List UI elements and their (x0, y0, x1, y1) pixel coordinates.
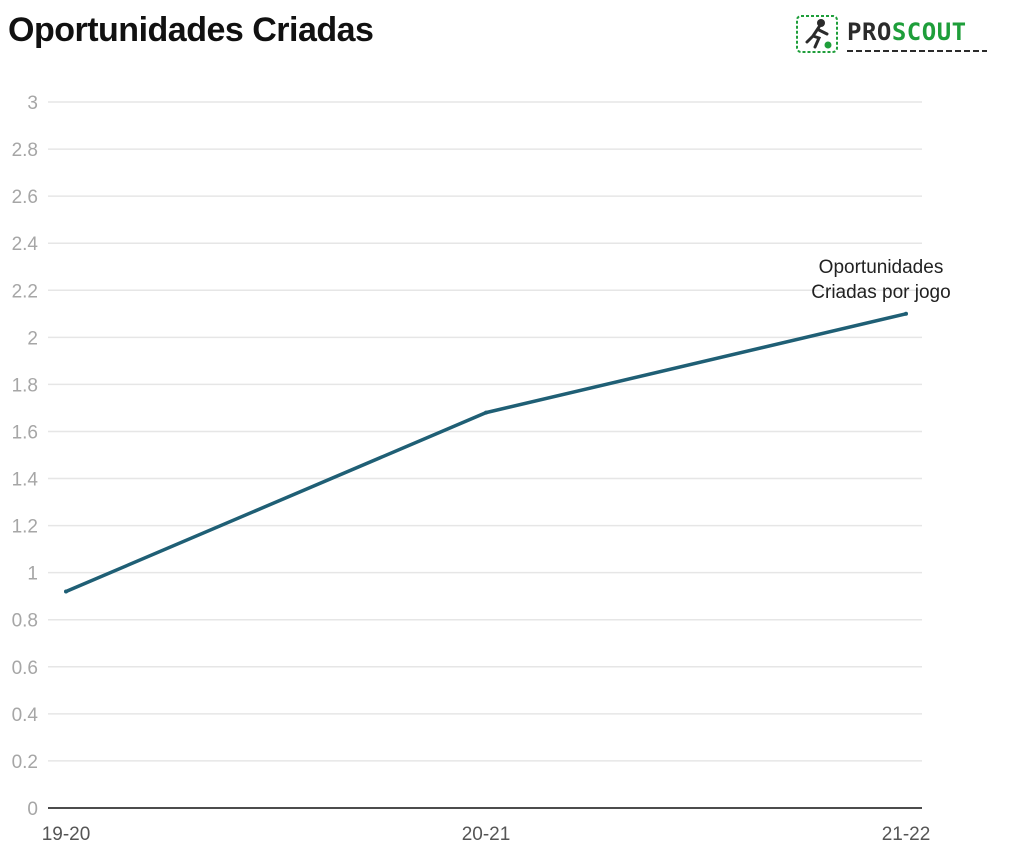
soccer-player-icon (796, 15, 838, 53)
x-tick-label: 19-20 (42, 824, 91, 845)
series-line (64, 312, 908, 594)
y-tick-label: 2.6 (12, 187, 38, 208)
y-tick-label: 1.8 (12, 375, 38, 396)
y-tick-label: 0.4 (12, 705, 39, 726)
logo-wordmark: PROSCOUT (847, 18, 967, 46)
data-point (904, 311, 908, 316)
series-label: Oportunidades (819, 257, 944, 278)
y-tick-label: 0.6 (12, 658, 38, 679)
x-axis-tick-labels: 19-20 20-21 21-22 (42, 824, 931, 845)
proscout-logo: PROSCOUT (795, 14, 995, 58)
logo-text-scout: SCOUT (891, 18, 967, 46)
y-tick-label: 1 (27, 564, 38, 585)
y-axis-tick-labels: 0 0.2 0.4 0.6 0.8 1 1.2 1.4 1.6 1.8 2 2.2 2.4 2.6 2.8 3 (12, 93, 39, 820)
y-tick-label: 0.8 (12, 611, 38, 632)
series-label: Criadas por jogo (811, 282, 950, 303)
x-tick-label: 21-22 (882, 824, 931, 845)
y-tick-label: 1.6 (12, 422, 38, 443)
y-tick-label: 1.2 (12, 517, 38, 538)
grid-lines (48, 101, 922, 762)
y-tick-label: 3 (27, 93, 38, 114)
y-tick-label: 2.4 (12, 234, 39, 255)
y-tick-label: 0 (27, 799, 38, 820)
logo-underline (847, 50, 987, 52)
y-tick-label: 0.2 (12, 752, 38, 773)
y-tick-label: 1.4 (12, 470, 39, 491)
series-layer: Oportunidades Criadas por jogo (64, 257, 951, 594)
x-tick-label: 20-21 (462, 824, 511, 845)
y-tick-label: 2 (27, 328, 38, 349)
logo-text-pro: PRO (847, 18, 892, 46)
data-point (64, 589, 68, 594)
y-tick-label: 2.8 (12, 140, 38, 161)
chart-title: Oportunidades Criadas (8, 11, 374, 49)
y-tick-label: 2.2 (12, 281, 38, 302)
data-point (484, 410, 488, 415)
